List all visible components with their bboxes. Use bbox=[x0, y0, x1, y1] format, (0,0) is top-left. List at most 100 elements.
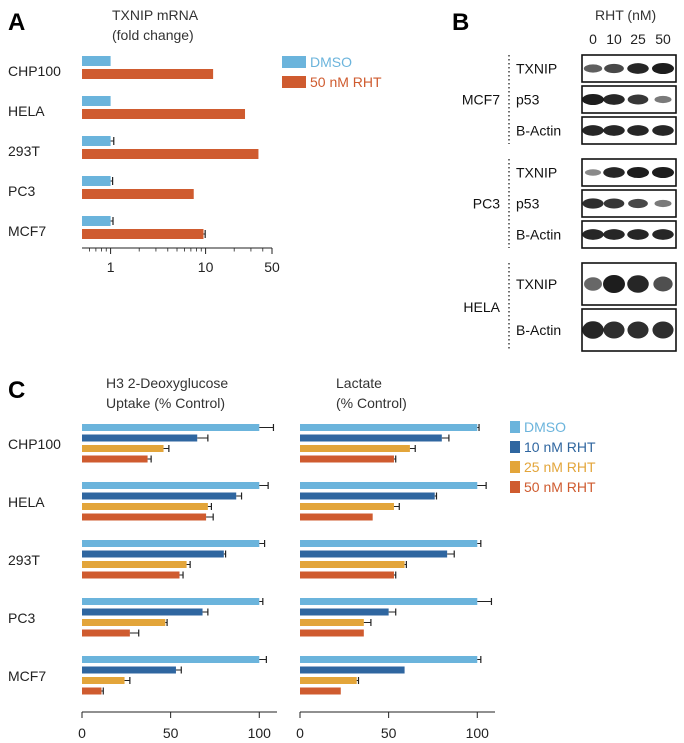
bar bbox=[300, 561, 405, 568]
bar bbox=[82, 56, 111, 66]
panel-c-2dg-uptake-chart: H3 2-Deoxyglucose Uptake (% Control) CHP… bbox=[8, 375, 277, 741]
blot-band bbox=[652, 229, 674, 240]
bar bbox=[300, 434, 442, 442]
bar bbox=[82, 136, 111, 146]
bar bbox=[300, 550, 448, 558]
blot-band bbox=[583, 64, 603, 73]
dose-label: 10 bbox=[606, 31, 622, 47]
bar bbox=[300, 656, 478, 663]
blot-cell-line-label: MCF7 bbox=[462, 92, 500, 108]
bar bbox=[82, 561, 187, 568]
dose-label: 0 bbox=[589, 31, 597, 47]
bar bbox=[82, 445, 164, 452]
category-label: CHP100 bbox=[8, 63, 61, 79]
bar bbox=[300, 687, 341, 695]
blot-band bbox=[627, 94, 649, 105]
category-label: PC3 bbox=[8, 610, 35, 626]
blot-cell-line-label: PC3 bbox=[473, 196, 500, 212]
blot-band bbox=[582, 94, 604, 105]
bar bbox=[82, 513, 207, 521]
bar bbox=[300, 571, 394, 579]
category-label: HELA bbox=[8, 103, 45, 119]
blot-band bbox=[582, 125, 604, 136]
bar bbox=[82, 229, 204, 239]
x-tick-label: 50 bbox=[381, 725, 397, 741]
blot-band bbox=[603, 94, 625, 105]
chart-title-line-2: (% Control) bbox=[336, 395, 407, 411]
blot-cell-line-label: HELA bbox=[463, 299, 500, 315]
bar bbox=[300, 540, 478, 547]
bar bbox=[300, 503, 394, 510]
blot-band bbox=[652, 125, 674, 136]
legend-swatch bbox=[282, 56, 306, 68]
x-tick-label: 1 bbox=[107, 259, 115, 275]
legend-label: 50 nM RHT bbox=[310, 74, 382, 90]
panel-a-txnip-mrna-chart: TXNIP mRNA (fold change) CHP100 HELA 293T P… bbox=[8, 7, 280, 275]
blot-band bbox=[603, 321, 625, 339]
blot-row-label: TXNIP bbox=[516, 61, 557, 77]
bar bbox=[82, 656, 260, 663]
legend-swatch bbox=[510, 481, 520, 493]
bar bbox=[300, 455, 394, 463]
x-tick-label: 0 bbox=[78, 725, 86, 741]
legend-swatch bbox=[282, 76, 306, 88]
legend-label: DMSO bbox=[310, 54, 352, 70]
category-label: MCF7 bbox=[8, 668, 46, 684]
bar bbox=[82, 69, 214, 79]
bar bbox=[300, 608, 389, 616]
blot-row-label: TXNIP bbox=[516, 165, 557, 181]
legend-label: 50 nM RHT bbox=[524, 479, 596, 495]
panel-letter-a: A bbox=[8, 9, 25, 36]
bar bbox=[82, 149, 259, 159]
blot-row-label: p53 bbox=[516, 196, 540, 212]
dose-label: 25 bbox=[630, 31, 646, 47]
bar bbox=[82, 629, 130, 637]
legend-swatch bbox=[510, 421, 520, 433]
blot-band bbox=[627, 125, 649, 136]
bar bbox=[82, 482, 260, 489]
chart-title-line-1: TXNIP mRNA bbox=[112, 7, 199, 23]
category-label: 293T bbox=[8, 143, 40, 159]
bar bbox=[82, 687, 102, 695]
bar bbox=[82, 434, 198, 442]
blot-band bbox=[654, 199, 672, 208]
legend-label: 25 nM RHT bbox=[524, 459, 596, 475]
category-label: 293T bbox=[8, 552, 40, 568]
bar bbox=[82, 598, 260, 605]
dose-label: 50 bbox=[655, 31, 671, 47]
bar bbox=[82, 608, 203, 616]
bar bbox=[300, 492, 435, 500]
panel-letter-b: B bbox=[452, 9, 469, 36]
bar bbox=[300, 482, 478, 489]
category-label: HELA bbox=[8, 494, 45, 510]
bar bbox=[82, 619, 166, 626]
bar bbox=[300, 513, 373, 521]
chart-title-line-2: (fold change) bbox=[112, 27, 194, 43]
x-tick-label: 100 bbox=[466, 725, 490, 741]
legend-swatch bbox=[510, 441, 520, 453]
blot-band bbox=[603, 167, 625, 178]
blot-band bbox=[582, 321, 604, 339]
bar bbox=[82, 109, 246, 119]
blot-band bbox=[584, 277, 602, 291]
blot-band bbox=[627, 229, 649, 240]
blot-band bbox=[652, 321, 674, 339]
blot-band bbox=[604, 63, 624, 74]
blot-band bbox=[627, 321, 649, 339]
bar bbox=[300, 445, 410, 452]
blot-band bbox=[653, 276, 673, 292]
blot-band bbox=[628, 198, 648, 209]
blot-band bbox=[603, 229, 625, 240]
bar bbox=[82, 189, 194, 199]
blot-band bbox=[584, 169, 602, 176]
bar bbox=[300, 619, 364, 626]
bar bbox=[300, 598, 478, 605]
blot-band bbox=[582, 229, 604, 240]
x-tick-label: 100 bbox=[248, 725, 272, 741]
blot-band bbox=[652, 167, 674, 178]
blot-row-label: B-Actin bbox=[516, 227, 561, 243]
chart-title-line-2: Uptake (% Control) bbox=[106, 395, 225, 411]
bar bbox=[82, 455, 148, 463]
blot-row-label: B-Actin bbox=[516, 322, 561, 338]
